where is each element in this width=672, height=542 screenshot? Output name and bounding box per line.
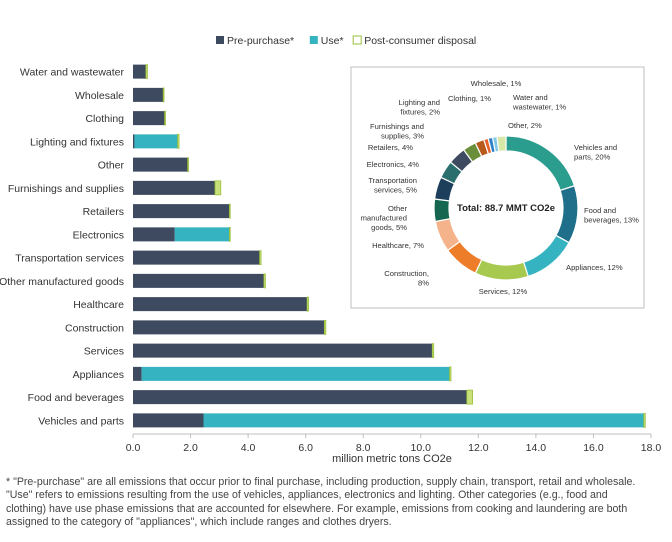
bar-healthcare-post-consumer-disposal <box>306 296 309 312</box>
legend-label-post-consumer-disposal: Post-consumer disposal <box>364 35 476 47</box>
bar-retailers-pre-purchase <box>133 204 230 219</box>
bar-other-manufactured-goods-pre-purchase <box>133 273 264 288</box>
category-label-other-manufactured-goods: Other manufactured goods <box>0 276 124 288</box>
donut-chart <box>433 135 579 281</box>
legend-swatch-post-consumer-disposal <box>352 35 362 45</box>
category-label-other: Other <box>98 160 125 172</box>
bar-transportation-services-pre-purchase <box>133 250 260 265</box>
bar-wholesale-pre-purchase <box>133 87 164 102</box>
bar-clothing-post-consumer-disposal <box>164 110 166 126</box>
category-label-vehicles-and-parts: Vehicles and parts <box>38 415 124 427</box>
x-tick-label: 0.0 <box>126 442 141 454</box>
donut-label-appliances-12: Appliances, 12% <box>566 263 623 272</box>
x-tick-label: 16.0 <box>583 442 604 454</box>
bar-lighting-and-fixtures-post-consumer-disposal <box>177 133 180 149</box>
bar-food-and-beverages-pre-purchase <box>133 390 467 405</box>
category-label-wholesale: Wholesale <box>75 90 124 102</box>
category-label-services: Services <box>84 346 124 358</box>
bar-construction-post-consumer-disposal <box>323 319 327 335</box>
donut-label-other-manufactured-goods-5: Other manufactured goods, 5% <box>361 204 408 232</box>
category-label-construction: Construction <box>65 322 124 334</box>
bar-services-pre-purchase <box>133 343 433 358</box>
donut-label-retailers-4: Retailers, 4% <box>368 143 413 152</box>
footnote: * "Pre-purchase" are all emissions that … <box>6 476 636 529</box>
bar-other-pre-purchase <box>133 157 188 172</box>
donut-label-services-12: Services, 12% <box>479 287 528 296</box>
category-label-electronics: Electronics <box>73 229 124 241</box>
category-label-clothing: Clothing <box>85 113 124 125</box>
x-tick-label: 18.0 <box>641 442 662 454</box>
donut-label-transportation-services-5: Transportation services, 5% <box>368 176 417 195</box>
bar-lighting-and-fixtures-use <box>134 134 178 149</box>
category-label-water-and-wastewater: Water and wastewater <box>20 67 125 79</box>
donut-label-clothing-1: Clothing, 1% <box>448 94 491 103</box>
bar-food-and-beverages-post-consumer-disposal <box>466 389 473 405</box>
bar-healthcare-pre-purchase <box>133 297 308 312</box>
x-tick-label: 8.0 <box>356 442 371 454</box>
bar-electronics-use <box>174 227 230 242</box>
bar-services-post-consumer-disposal <box>431 343 435 359</box>
x-axis: 0.0 2.0 4.0 6.0 8.0 10.0 12.0 14.0 16.0 18.0 <box>126 433 662 454</box>
category-label-appliances: Appliances <box>73 369 124 381</box>
bar-transportation-services-post-consumer-disposal <box>259 250 262 266</box>
category-label-healthcare: Healthcare <box>73 299 124 311</box>
donut-label-construction-8: Construction, 8% <box>384 269 429 288</box>
donut-label-healthcare-7: Healthcare, 7% <box>372 241 424 250</box>
x-tick-label: 14.0 <box>526 442 547 454</box>
donut-slice-other-2 <box>496 135 507 153</box>
legend-swatch-use <box>309 36 318 44</box>
donut-label-vehicles-and-parts-20: Vehicles and parts, 20% <box>574 143 617 162</box>
bar-other-manufactured-goods-post-consumer-disposal <box>263 273 266 289</box>
x-axis-label: million metric tons CO2e <box>332 453 452 465</box>
bar-retailers-post-consumer-disposal <box>229 203 231 219</box>
category-label-food-and-beverages: Food and beverages <box>28 392 124 404</box>
bar-appliances-pre-purchase <box>133 366 142 381</box>
bar-furnishings-and-supplies-post-consumer-disposal <box>214 180 222 196</box>
category-label-lighting-and-fixtures: Lighting and fixtures <box>30 136 124 148</box>
bar-construction-pre-purchase <box>133 320 325 335</box>
x-tick-label: 10.0 <box>411 442 432 454</box>
bar-appliances-post-consumer-disposal <box>449 366 452 382</box>
legend-swatch-pre-purchase <box>216 36 224 44</box>
bar-vehicles-and-parts-use <box>203 413 644 428</box>
bar-clothing-pre-purchase <box>133 111 165 126</box>
bar-water-and-wastewater-post-consumer-disposal <box>145 64 148 80</box>
legend-label-pre-purchase: Pre-purchase* <box>227 35 294 47</box>
category-label-retailers: Retailers <box>83 206 124 218</box>
bar-other-post-consumer-disposal <box>187 157 189 173</box>
bar-lighting-and-fixtures-pre-purchase <box>133 134 135 149</box>
donut-label-other-2: Other, 2% <box>508 121 542 130</box>
donut-labels: Vehicles and parts, 20% Food and beverages,… <box>361 79 640 296</box>
bar-furnishings-and-supplies-pre-purchase <box>133 180 216 195</box>
legend-label-use: Use* <box>321 35 344 47</box>
donut-inset: Total: 88.7 MMT CO2e Vehicles and parts, … <box>350 66 645 309</box>
donut-label-electronics-4: Electronics, 4% <box>367 160 420 169</box>
x-tick-label: 6.0 <box>298 442 313 454</box>
donut-label-water-and-wastewater-1: Water and wastewater, 1% <box>512 93 566 112</box>
x-tick-label: 4.0 <box>241 442 256 454</box>
donut-label-wholesale-1: Wholesale, 1% <box>471 79 522 88</box>
bar-water-and-wastewater-pre-purchase <box>133 64 146 79</box>
category-label-furnishings-and-supplies: Furnishings and supplies <box>8 183 124 195</box>
donut-slice-other-manufactured-goods-5 <box>433 198 451 223</box>
bar-vehicles-and-parts-post-consumer-disposal <box>643 412 646 428</box>
donut-label-furnishings-and-supplies-3: Furnishings and supplies, 3% <box>370 122 424 141</box>
emissions-chart: Pre-purchase* Use* Post-consumer disposal … <box>0 35 662 465</box>
chart-legend: Pre-purchase* Use* Post-consumer disposal <box>216 35 476 47</box>
bar-vehicles-and-parts-pre-purchase <box>133 413 204 428</box>
bar-electronics-pre-purchase <box>133 227 175 242</box>
x-tick-label: 2.0 <box>183 442 198 454</box>
x-tick-label: 12.0 <box>468 442 489 454</box>
category-label-transportation-services: Transportation services <box>15 253 124 265</box>
donut-label-food-and-beverages-13: Food and beverages, 13% <box>584 206 639 225</box>
bar-wholesale-post-consumer-disposal <box>162 87 165 103</box>
bar-electronics-post-consumer-disposal <box>229 226 231 242</box>
bar-plot: Water and wastewater Wholesale Clothing Lig… <box>0 64 646 428</box>
bar-appliances-use <box>141 366 450 381</box>
donut-label-lighting-and-fixtures-2: Lighting and fixtures, 2% <box>399 98 441 117</box>
donut-center-label: Total: 88.7 MMT CO2e <box>457 203 555 214</box>
